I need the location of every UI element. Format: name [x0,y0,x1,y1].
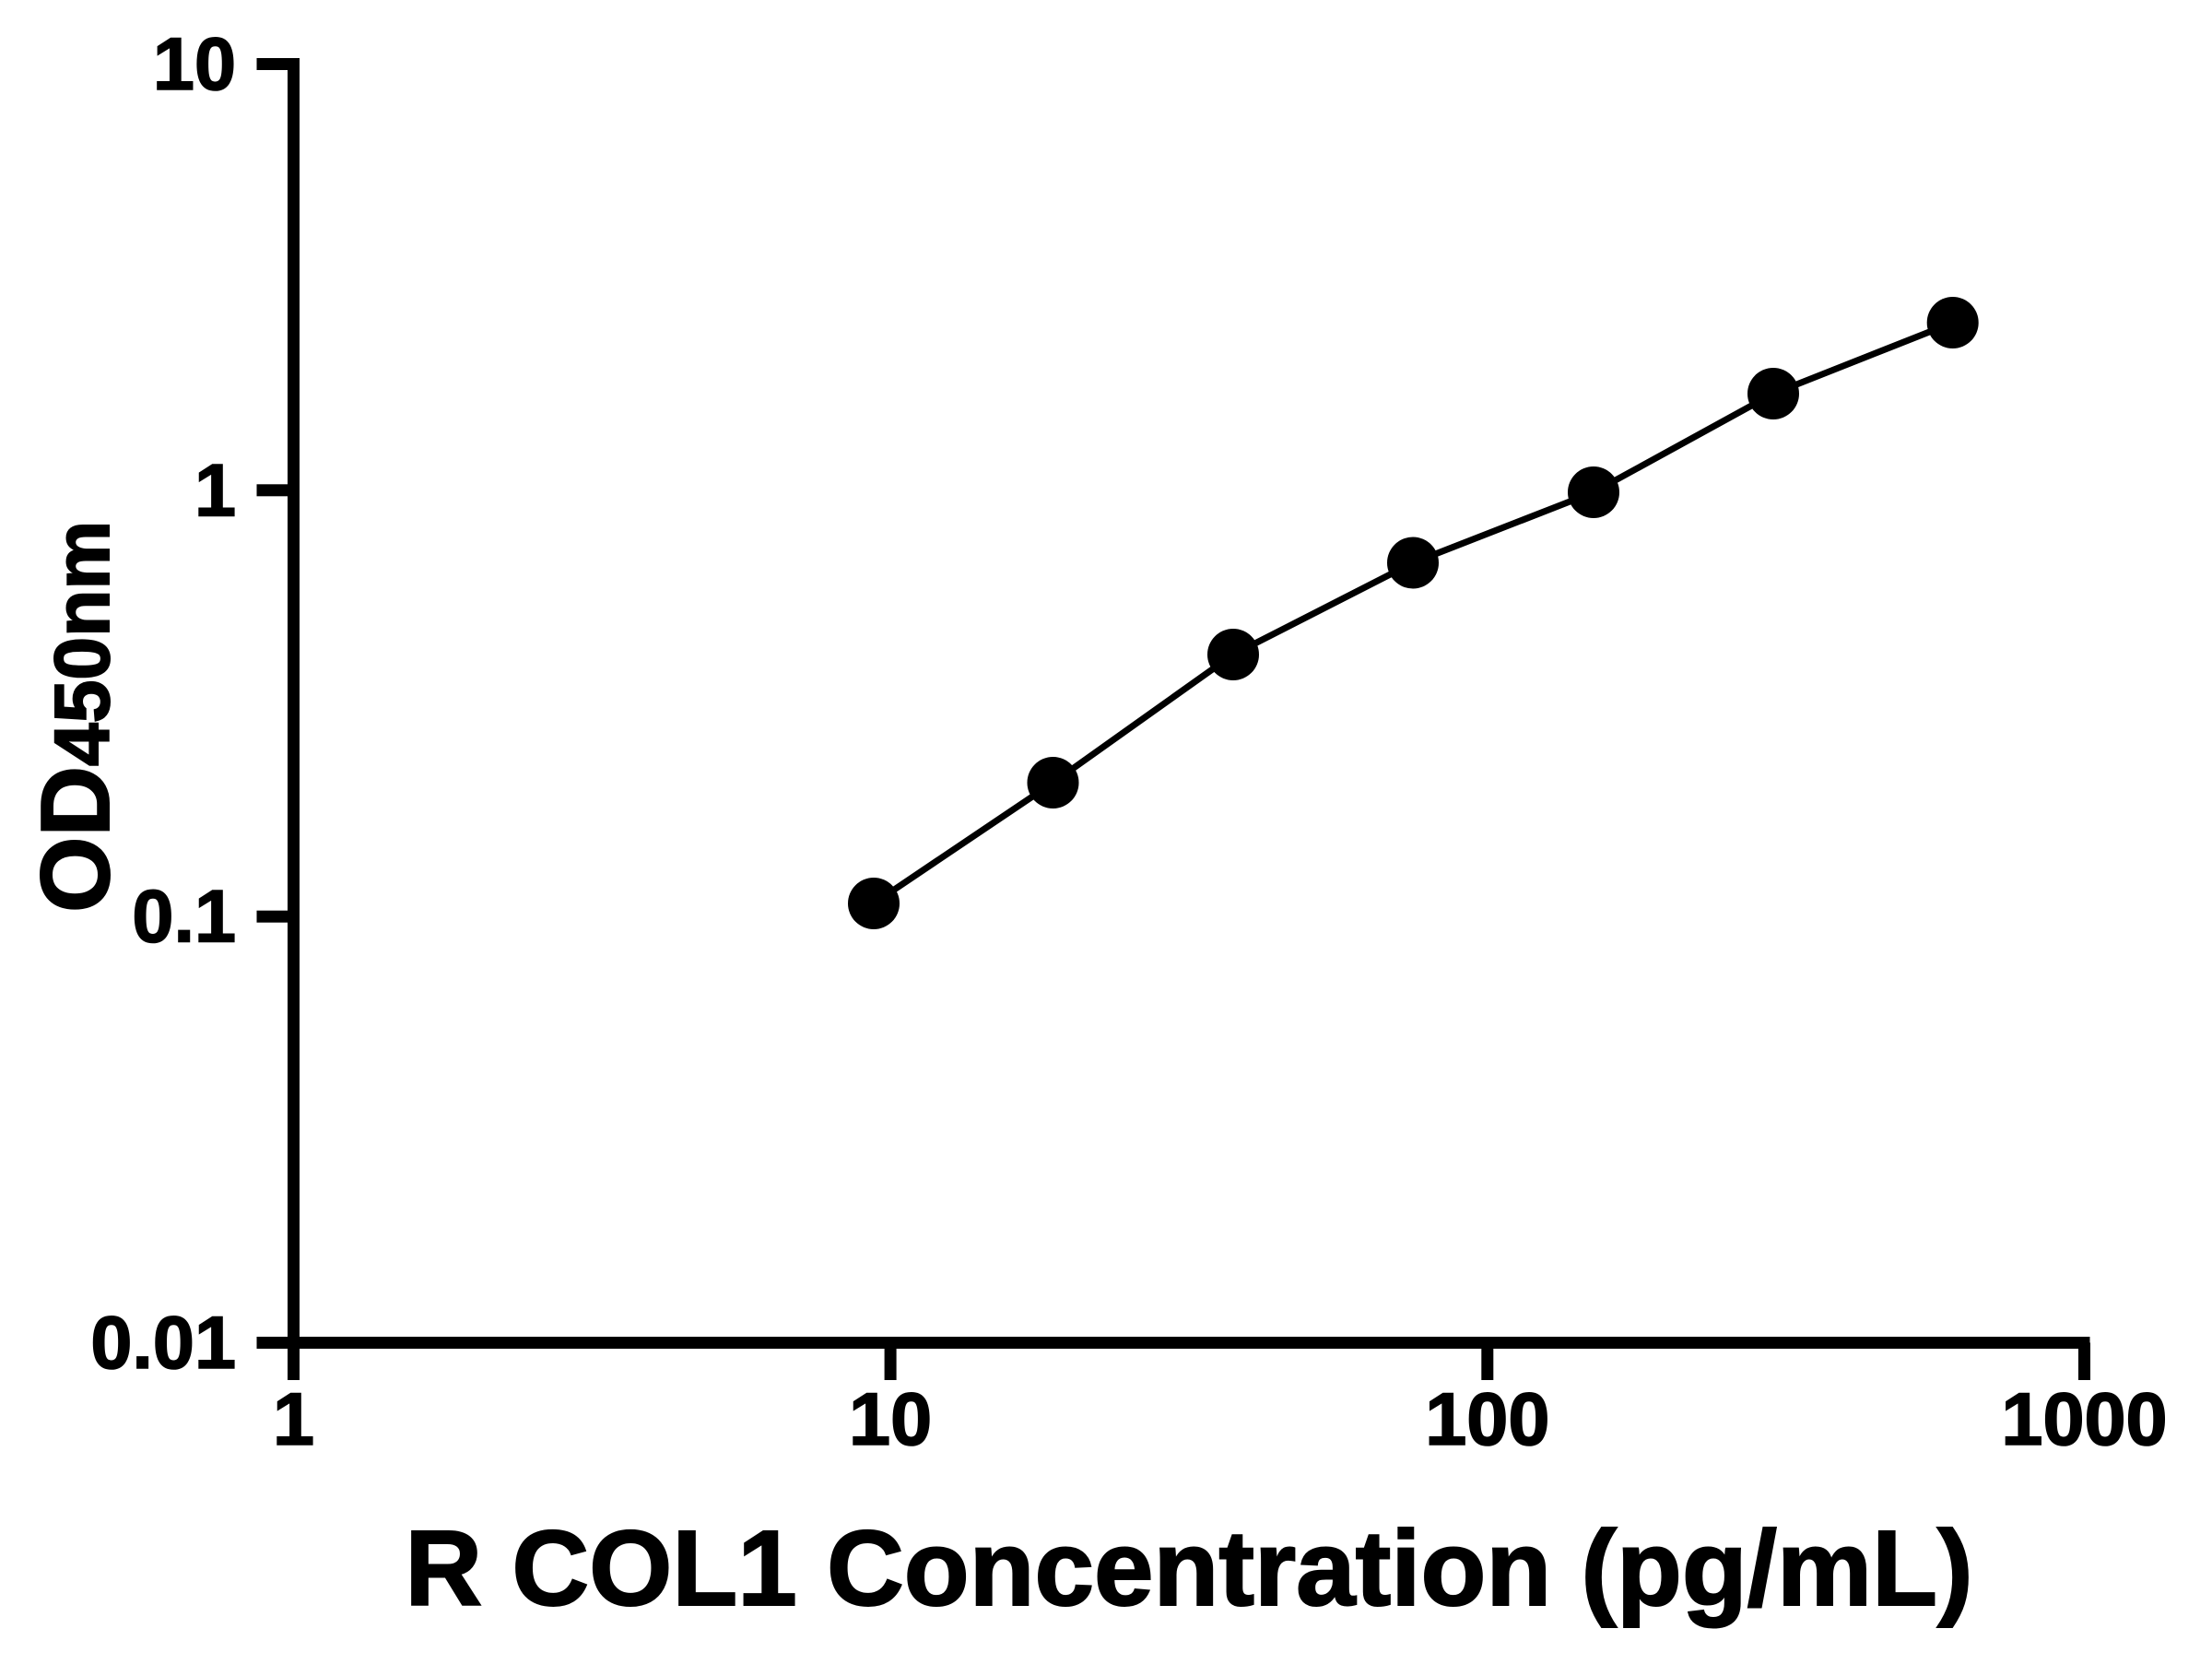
svg-text:OD450nm: OD450nm [21,521,130,913]
svg-text:0.01: 0.01 [90,1302,236,1385]
svg-text:0.1: 0.1 [132,876,236,959]
svg-text:10: 10 [153,23,236,106]
svg-text:R COL1 Concentration (pg/mL): R COL1 Concentration (pg/mL) [405,1508,1972,1628]
svg-text:1000: 1000 [2001,1378,2167,1461]
svg-text:1: 1 [273,1378,314,1461]
svg-text:1: 1 [194,449,236,532]
svg-text:10: 10 [849,1378,932,1461]
svg-text:100: 100 [1425,1378,1549,1461]
